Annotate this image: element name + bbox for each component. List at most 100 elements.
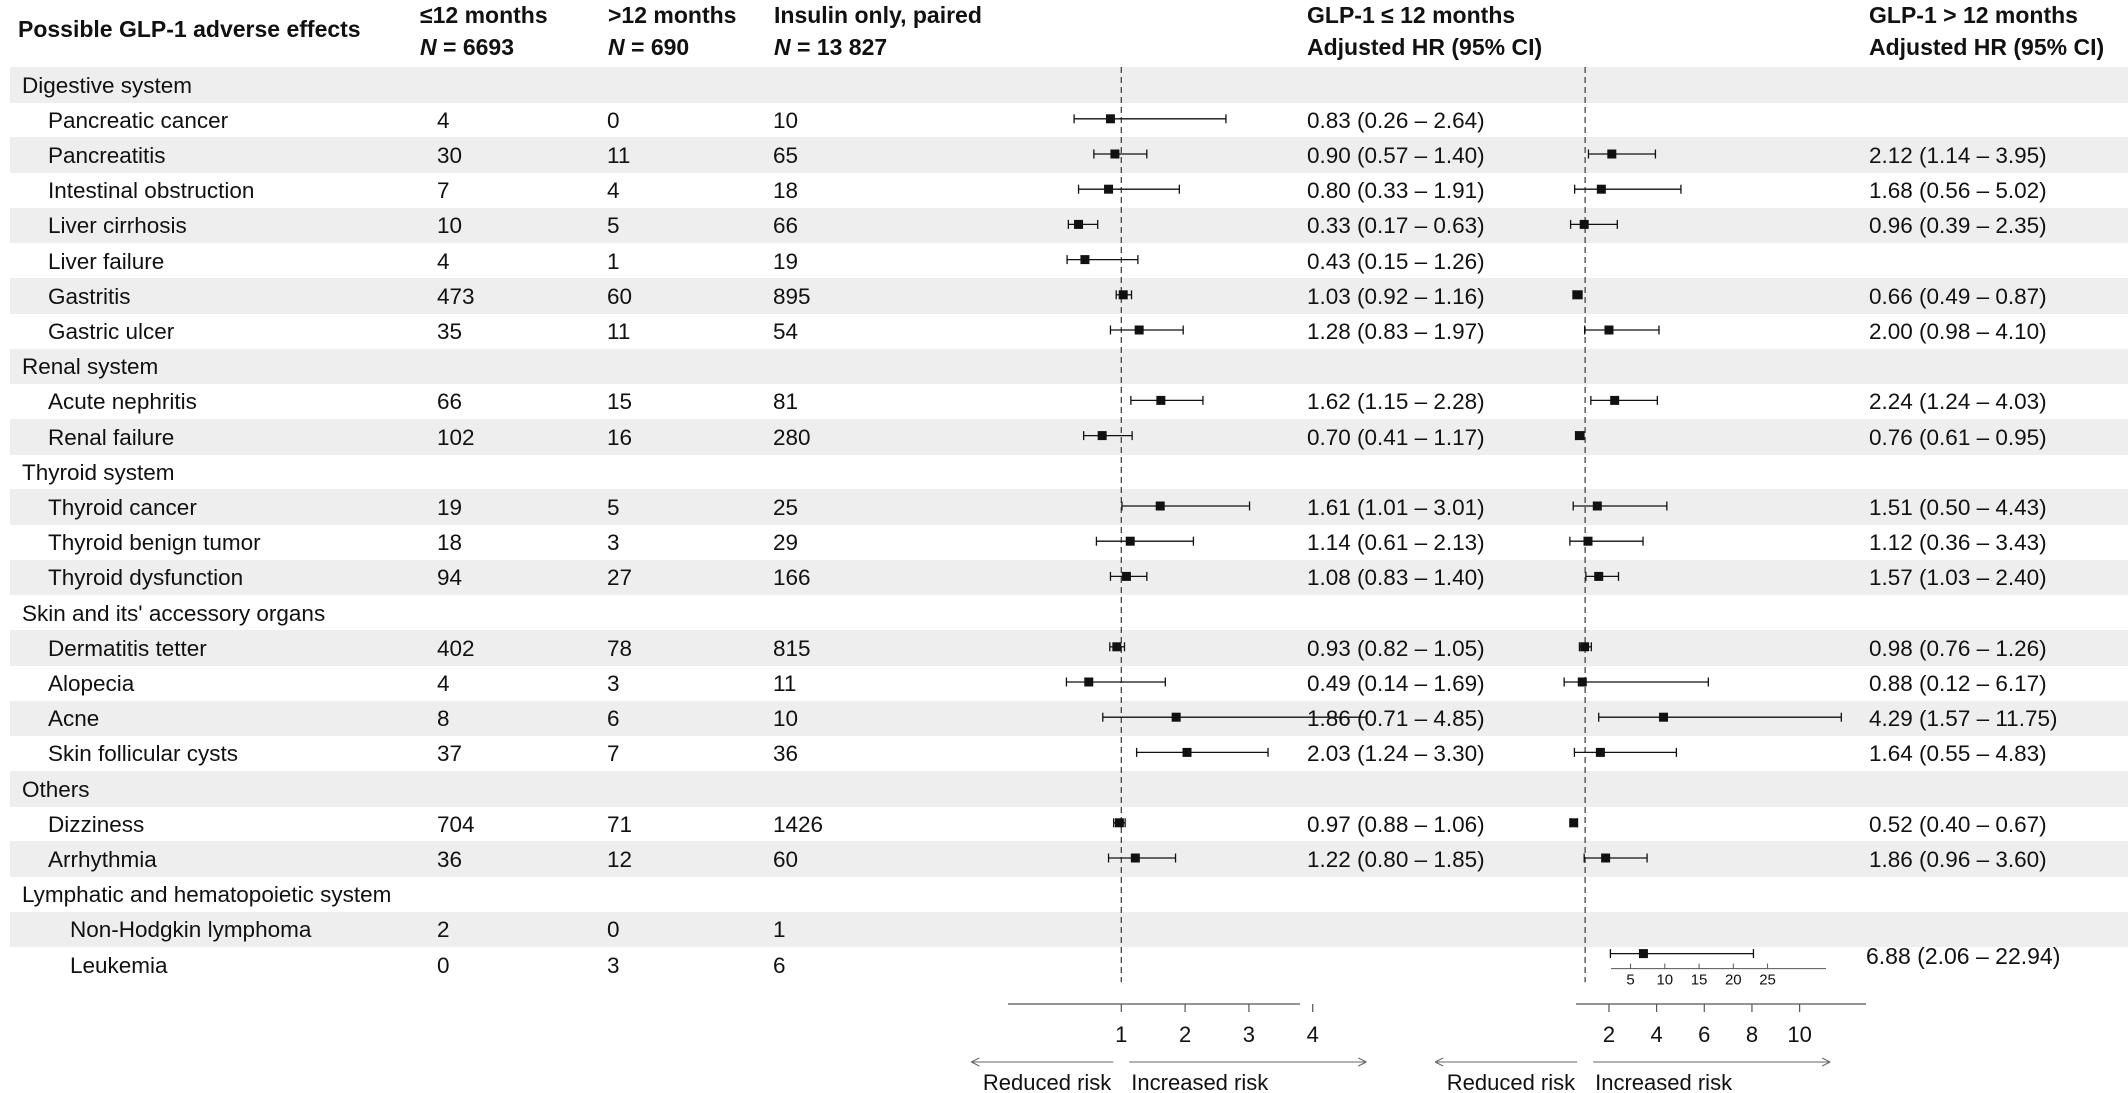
row-shading	[10, 911, 2128, 948]
count-insulin: 54	[773, 319, 799, 344]
effect-label: Pancreatic cancer	[48, 107, 229, 133]
row-shading	[10, 489, 2128, 526]
row-shading	[10, 137, 2128, 174]
effect-label: Leukemia	[70, 952, 168, 978]
hr1-estimate-marker	[1097, 431, 1107, 441]
hr1-text: 1.28 (0.83 – 1.97)	[1307, 319, 1485, 344]
header-insulin: Insulin only, paired	[774, 2, 982, 28]
count-gt12: 3	[607, 671, 620, 696]
header-insulin-n: N = 13 827	[774, 34, 888, 60]
hr2-text: 0.98 (0.76 – 1.26)	[1869, 635, 2047, 661]
header-le12: ≤12 months	[420, 2, 548, 28]
effect-label: Thyroid dysfunction	[48, 565, 244, 591]
count-gt12: 11	[607, 319, 631, 344]
hr2-tick-label: 4	[1650, 1022, 1662, 1047]
effect-label: Non-Hodgkin lymphoma	[70, 917, 312, 943]
effect-label: Thyroid cancer	[48, 495, 197, 520]
effect-label: Liver failure	[48, 248, 165, 274]
hr2-text: 0.76 (0.61 – 0.95)	[1869, 424, 2047, 450]
count-gt12: 7	[607, 741, 620, 767]
count-le12: 37	[437, 741, 463, 767]
hr2-text: 0.52 (0.40 – 0.67)	[1869, 811, 2047, 837]
hr1-text: 1.62 (1.15 – 2.28)	[1307, 389, 1485, 415]
hr1-estimate-marker	[1104, 184, 1114, 194]
row-shading	[10, 630, 2128, 666]
category-label: Renal system	[22, 354, 159, 380]
count-insulin: 18	[773, 178, 799, 204]
effect-label: Acute nephritis	[48, 389, 197, 415]
header-hr1-sub: Adjusted HR (95% CI)	[1307, 34, 1543, 60]
count-le12: 4	[437, 671, 450, 696]
hr2-text: 0.88 (0.12 – 6.17)	[1869, 671, 2047, 696]
count-le12: 36	[437, 847, 463, 872]
hr1-tick-label: 1	[1115, 1022, 1127, 1047]
hr2-estimate-marker	[1574, 431, 1584, 441]
count-gt12: 71	[607, 811, 633, 837]
count-gt12: 16	[607, 424, 633, 450]
hr1-text: 0.43 (0.15 – 1.26)	[1307, 248, 1485, 274]
count-insulin: 25	[773, 495, 799, 520]
count-insulin: 6	[773, 952, 786, 978]
row-shading	[10, 207, 2128, 244]
header-hr1: GLP-1 ≤ 12 months	[1307, 2, 1516, 28]
count-insulin: 29	[773, 530, 799, 556]
hr2-reduced-label: Reduced risk	[1447, 1070, 1576, 1093]
count-insulin: 19	[773, 248, 799, 274]
count-insulin: 65	[773, 143, 799, 168]
count-gt12: 3	[607, 530, 620, 556]
hr2-text: 1.68 (0.56 – 5.02)	[1869, 178, 2047, 204]
count-insulin: 10	[773, 706, 799, 732]
row-shading	[10, 278, 2128, 314]
hr2-estimate-marker	[1607, 149, 1617, 159]
hr2-tick-label: 8	[1746, 1022, 1758, 1047]
hr1-text: 1.61 (1.01 – 3.01)	[1307, 495, 1485, 520]
hr2-estimate-marker	[1604, 325, 1614, 335]
count-le12: 94	[437, 565, 463, 591]
hr1-text: 1.03 (0.92 – 1.16)	[1307, 283, 1485, 309]
row-shading	[10, 559, 2128, 596]
count-insulin: 36	[773, 741, 799, 767]
header-hr2: GLP-1 > 12 months	[1869, 2, 2078, 28]
hr2-increased-arrowhead	[1821, 1057, 1831, 1067]
count-gt12: 78	[607, 635, 633, 661]
hr1-estimate-marker	[1110, 149, 1120, 159]
hr2-text: 0.66 (0.49 – 0.87)	[1869, 283, 2047, 309]
count-le12: 402	[437, 635, 475, 661]
hr1-reduced-arrowhead	[971, 1057, 980, 1067]
hr2-tick-label: 10	[1787, 1022, 1811, 1047]
hr2-text: 6.88 (2.06 – 22.94)	[1866, 942, 2061, 969]
hr1-estimate-marker	[1084, 677, 1094, 687]
hr1-text: 0.97 (0.88 – 1.06)	[1307, 811, 1485, 837]
hr1-text: 1.22 (0.80 – 1.85)	[1307, 847, 1485, 872]
hr2-estimate-marker	[1596, 184, 1606, 194]
effect-label: Pancreatitis	[48, 143, 166, 168]
count-gt12: 6	[607, 706, 620, 732]
count-le12: 10	[437, 213, 463, 239]
count-gt12: 27	[607, 565, 633, 591]
inset-tick-label: 15	[1691, 972, 1708, 989]
header-le12-n: N = 6693	[420, 34, 515, 60]
hr2-estimate-marker	[1579, 219, 1589, 229]
header-effects: Possible GLP-1 adverse effects	[18, 16, 361, 42]
count-gt12: 3	[607, 952, 620, 978]
hr1-text: 1.08 (0.83 – 1.40)	[1307, 565, 1485, 591]
hr1-reduced-label: Reduced risk	[983, 1070, 1112, 1093]
count-insulin: 81	[773, 389, 799, 415]
effect-label: Gastritis	[48, 283, 131, 309]
header-gt12-n: N = 690	[608, 34, 690, 60]
count-gt12: 5	[607, 495, 620, 520]
row-shading	[10, 771, 2128, 807]
hr2-text: 2.00 (0.98 – 4.10)	[1869, 319, 2047, 344]
hr1-estimate-marker	[1112, 642, 1122, 652]
hr1-estimate-marker	[1118, 290, 1128, 300]
count-insulin: 280	[773, 424, 811, 450]
count-insulin: 166	[773, 565, 811, 591]
hr1-estimate-marker	[1125, 536, 1135, 546]
hr2-estimate-marker	[1595, 747, 1605, 757]
hr2-estimate-marker	[1583, 536, 1593, 546]
row-shading	[10, 67, 2128, 103]
hr1-estimate-marker	[1182, 747, 1192, 757]
hr1-text: 0.33 (0.17 – 0.63)	[1307, 213, 1485, 239]
count-le12: 704	[437, 811, 475, 837]
